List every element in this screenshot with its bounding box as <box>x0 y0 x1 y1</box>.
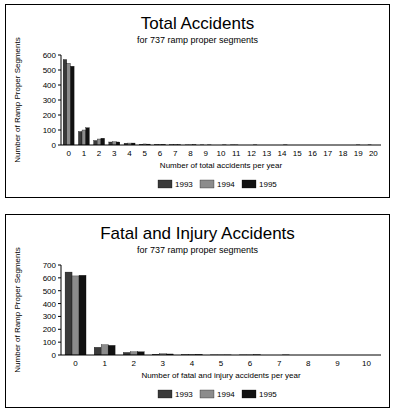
bar <box>94 347 101 355</box>
title: Fatal and Injury Accidents <box>100 224 295 243</box>
legend-swatch <box>242 390 256 398</box>
x-tick-label: 11 <box>232 149 241 158</box>
y-tick-label: 400 <box>43 300 57 309</box>
legend-label: 1994 <box>217 180 235 189</box>
x-tick-label: 17 <box>323 149 332 158</box>
y-tick-label: 600 <box>43 51 57 60</box>
bar <box>101 138 105 145</box>
y-tick-label: 400 <box>43 81 57 90</box>
y-tick-label: 500 <box>43 287 57 296</box>
x-tick-label: 2 <box>97 149 102 158</box>
bar <box>79 275 86 355</box>
title: Total Accidents <box>141 14 254 33</box>
x-tick-label: 2 <box>132 359 137 368</box>
x-tick-label: 8 <box>306 359 311 368</box>
bar <box>65 272 72 355</box>
bar <box>82 130 86 145</box>
bar <box>101 345 108 355</box>
y-axis-label: Number of Ramp Proper Segments <box>13 37 22 162</box>
x-axis-label: Number of fatal and injury accidents per… <box>141 371 301 380</box>
x-tick-label: 8 <box>188 149 193 158</box>
legend-swatch <box>158 180 172 188</box>
bar <box>70 66 74 145</box>
legend-swatch <box>242 180 256 188</box>
x-tick-label: 1 <box>102 359 107 368</box>
y-tick-label: 700 <box>43 261 57 270</box>
x-tick-label: 9 <box>204 149 209 158</box>
chart-panel: Total Accidents for 737 ramp proper segme… <box>5 4 390 198</box>
x-tick-label: 15 <box>293 149 302 158</box>
y-tick-label: 100 <box>43 126 57 135</box>
x-tick-label: 5 <box>143 149 148 158</box>
x-tick-label: 16 <box>308 149 317 158</box>
y-tick-label: 300 <box>43 312 57 321</box>
chart: Total Accidents for 737 ramp proper segme… <box>6 5 389 197</box>
x-tick-label: 14 <box>277 149 286 158</box>
y-axis-label: Number of Ramp Proper Segments <box>13 247 22 372</box>
bars <box>63 60 371 146</box>
y-tick-label: 600 <box>43 274 57 283</box>
bar <box>78 132 82 146</box>
y-tick-label: 100 <box>43 338 57 347</box>
legend-label: 1995 <box>259 180 277 189</box>
x-tick-label: 6 <box>248 359 253 368</box>
legend-label: 1993 <box>175 390 193 399</box>
bar <box>97 139 101 145</box>
x-tick-label: 0 <box>73 359 78 368</box>
bar <box>67 63 71 145</box>
x-axis <box>61 355 381 356</box>
x-tick-label: 5 <box>219 359 224 368</box>
legend-label: 1993 <box>175 180 193 189</box>
x-axis-label: Number of total accidents per year <box>160 161 283 170</box>
bar <box>108 345 115 355</box>
subtitle: for 737 ramp proper segments <box>137 245 259 255</box>
y-axis <box>61 55 62 145</box>
x-tick-label: 4 <box>127 149 132 158</box>
bar <box>94 141 98 146</box>
x-tick-label: 10 <box>362 359 371 368</box>
y-tick-label: 300 <box>43 96 57 105</box>
x-tick-label: 19 <box>354 149 363 158</box>
x-tick-label: 7 <box>277 359 282 368</box>
x-axis <box>61 145 381 146</box>
x-tick-label: 10 <box>217 149 226 158</box>
x-tick-label: 0 <box>66 149 71 158</box>
x-tick-label: 9 <box>335 359 340 368</box>
x-tick-label: 12 <box>247 149 256 158</box>
legend-label: 1994 <box>217 390 235 399</box>
x-tick-label: 7 <box>173 149 178 158</box>
x-tick-label: 13 <box>262 149 271 158</box>
x-tick-label: 20 <box>369 149 378 158</box>
legend-swatch <box>200 390 214 398</box>
x-tick-label: 1 <box>82 149 87 158</box>
legend-swatch <box>200 180 214 188</box>
x-tick-label: 6 <box>158 149 163 158</box>
x-tick-label: 18 <box>338 149 347 158</box>
x-tick-label: 3 <box>112 149 117 158</box>
chart: Fatal and Injury Accidents for 737 ramp p… <box>6 215 389 407</box>
y-tick-label: 0 <box>52 351 57 360</box>
legend-swatch <box>158 390 172 398</box>
y-tick-label: 0 <box>52 141 57 150</box>
legend: 1993 1994 1995 <box>158 390 277 399</box>
bar <box>86 128 90 145</box>
x-tick-label: 4 <box>190 359 195 368</box>
legend-label: 1995 <box>259 390 277 399</box>
y-tick-label: 200 <box>43 111 57 120</box>
y-axis <box>61 265 62 355</box>
bar <box>63 60 67 146</box>
legend: 1993 1994 1995 <box>158 180 277 189</box>
y-tick-label: 200 <box>43 325 57 334</box>
x-tick-label: 3 <box>161 359 166 368</box>
bar <box>72 276 79 355</box>
y-tick-label: 500 <box>43 66 57 75</box>
chart-panel: Fatal and Injury Accidents for 737 ramp p… <box>5 214 390 408</box>
bars <box>65 272 290 355</box>
subtitle: for 737 ramp proper segments <box>137 35 259 45</box>
